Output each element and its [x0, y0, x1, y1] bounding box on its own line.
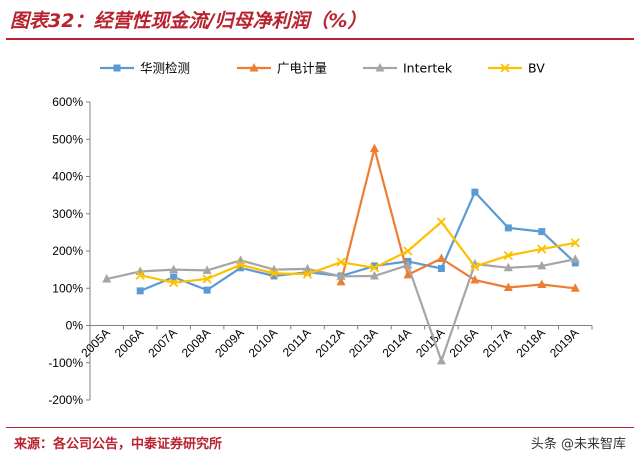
data-point [436, 253, 446, 262]
data-point [571, 259, 579, 267]
data-point [403, 269, 413, 279]
x-tick-label: 2011A [280, 326, 314, 360]
x-tick-label: 2018A [513, 326, 547, 360]
data-point [538, 228, 546, 236]
legend-item: BV [488, 61, 545, 76]
y-tick-label: 200% [52, 244, 83, 258]
x-tick-label: 2010A [246, 326, 280, 360]
line-chart: 华测检测 广电计量 Intertek BV -200% -100% 0% 100% 200% 3… [48, 61, 593, 407]
title-divider [6, 38, 634, 40]
data-point [237, 264, 245, 272]
data-point [136, 287, 144, 295]
legend-item: 广电计量 [237, 61, 327, 76]
data-point [270, 272, 278, 280]
data-point [169, 278, 179, 288]
data-point [370, 262, 378, 270]
series-3 [135, 217, 580, 288]
x-tick-label: 2014A [380, 326, 414, 360]
series-1 [336, 143, 580, 292]
data-point [336, 271, 346, 280]
y-axis: -200% -100% 0% 100% 200% 300% 400% 500% 600% [48, 95, 91, 407]
x-tick-label: 2017A [480, 326, 514, 360]
legend-label: Intertek [403, 61, 453, 76]
data-point [303, 263, 313, 273]
x-axis: 2005A 2006A 2007A 2008A 2009A 2010A 2011A 2012A… [78, 325, 593, 360]
data-point [369, 263, 380, 273]
data-point [135, 270, 145, 280]
data-point [102, 273, 112, 283]
legend-label: BV [528, 61, 545, 76]
data-point [436, 355, 446, 365]
footer-divider [6, 427, 634, 428]
chart-legend: 华测检测 广电计量 Intertek BV [100, 61, 545, 76]
series-2 [102, 254, 580, 365]
y-tick-label: 500% [52, 132, 83, 146]
y-tick-label: 100% [52, 281, 83, 295]
data-point [471, 188, 479, 196]
data-point [302, 269, 313, 279]
data-point [537, 244, 547, 254]
y-tick-label: 300% [52, 207, 83, 221]
data-point [537, 260, 547, 270]
data-point [437, 265, 445, 273]
data-point [504, 224, 512, 232]
x-tick-label: 2008A [179, 326, 213, 360]
x-tick-label: 2009A [212, 326, 246, 360]
data-point [503, 262, 513, 272]
legend-label: 广电计量 [277, 61, 327, 76]
series-line [339, 147, 576, 290]
data-point [336, 276, 346, 286]
x-tick-label: 2007A [145, 326, 179, 360]
data-point [503, 250, 513, 261]
data-point [336, 257, 346, 267]
data-point [369, 143, 379, 153]
data-point [436, 217, 447, 227]
data-point [503, 282, 513, 292]
x-tick-label: 2005A [78, 326, 112, 360]
y-tick-label: -200% [48, 393, 83, 407]
data-point [369, 270, 379, 280]
x-tick-label: 2019A [547, 326, 581, 360]
data-point [570, 254, 580, 263]
x-tick-label: 2012A [313, 326, 347, 360]
y-tick-label: 600% [52, 95, 83, 109]
y-tick-label: 0% [66, 319, 84, 333]
data-point [537, 279, 547, 289]
data-point [113, 64, 121, 72]
x-tick-label: 2006A [112, 326, 146, 360]
series-line [139, 191, 577, 292]
y-tick-label: 400% [52, 170, 83, 184]
chart-title: 图表32：经营性现金流/归母净利润（%） [10, 10, 367, 32]
x-tick-label: 2013A [346, 326, 380, 360]
data-point [249, 63, 259, 72]
data-point [470, 262, 480, 272]
watermark: 头条 @未来智库 [530, 437, 626, 452]
series-line [139, 220, 576, 284]
data-point [169, 264, 179, 274]
data-point [375, 63, 385, 72]
data-point [470, 275, 480, 284]
data-point [235, 260, 246, 270]
legend-item: Intertek [363, 61, 453, 76]
data-point [170, 273, 178, 281]
data-point [403, 260, 413, 269]
series-layer [102, 143, 580, 365]
data-point [202, 265, 212, 274]
data-point [269, 268, 279, 278]
y-tick-label: -100% [48, 356, 83, 370]
legend-label: 华测检测 [140, 61, 190, 76]
data-point [570, 283, 580, 292]
data-point [202, 274, 212, 284]
data-point [570, 238, 580, 248]
data-point [203, 286, 211, 294]
data-point [403, 246, 413, 256]
data-point [500, 63, 510, 73]
legend-item: 华测检测 [100, 61, 190, 76]
source-note: 来源：各公司公告，中泰证券研究所 [14, 437, 223, 452]
